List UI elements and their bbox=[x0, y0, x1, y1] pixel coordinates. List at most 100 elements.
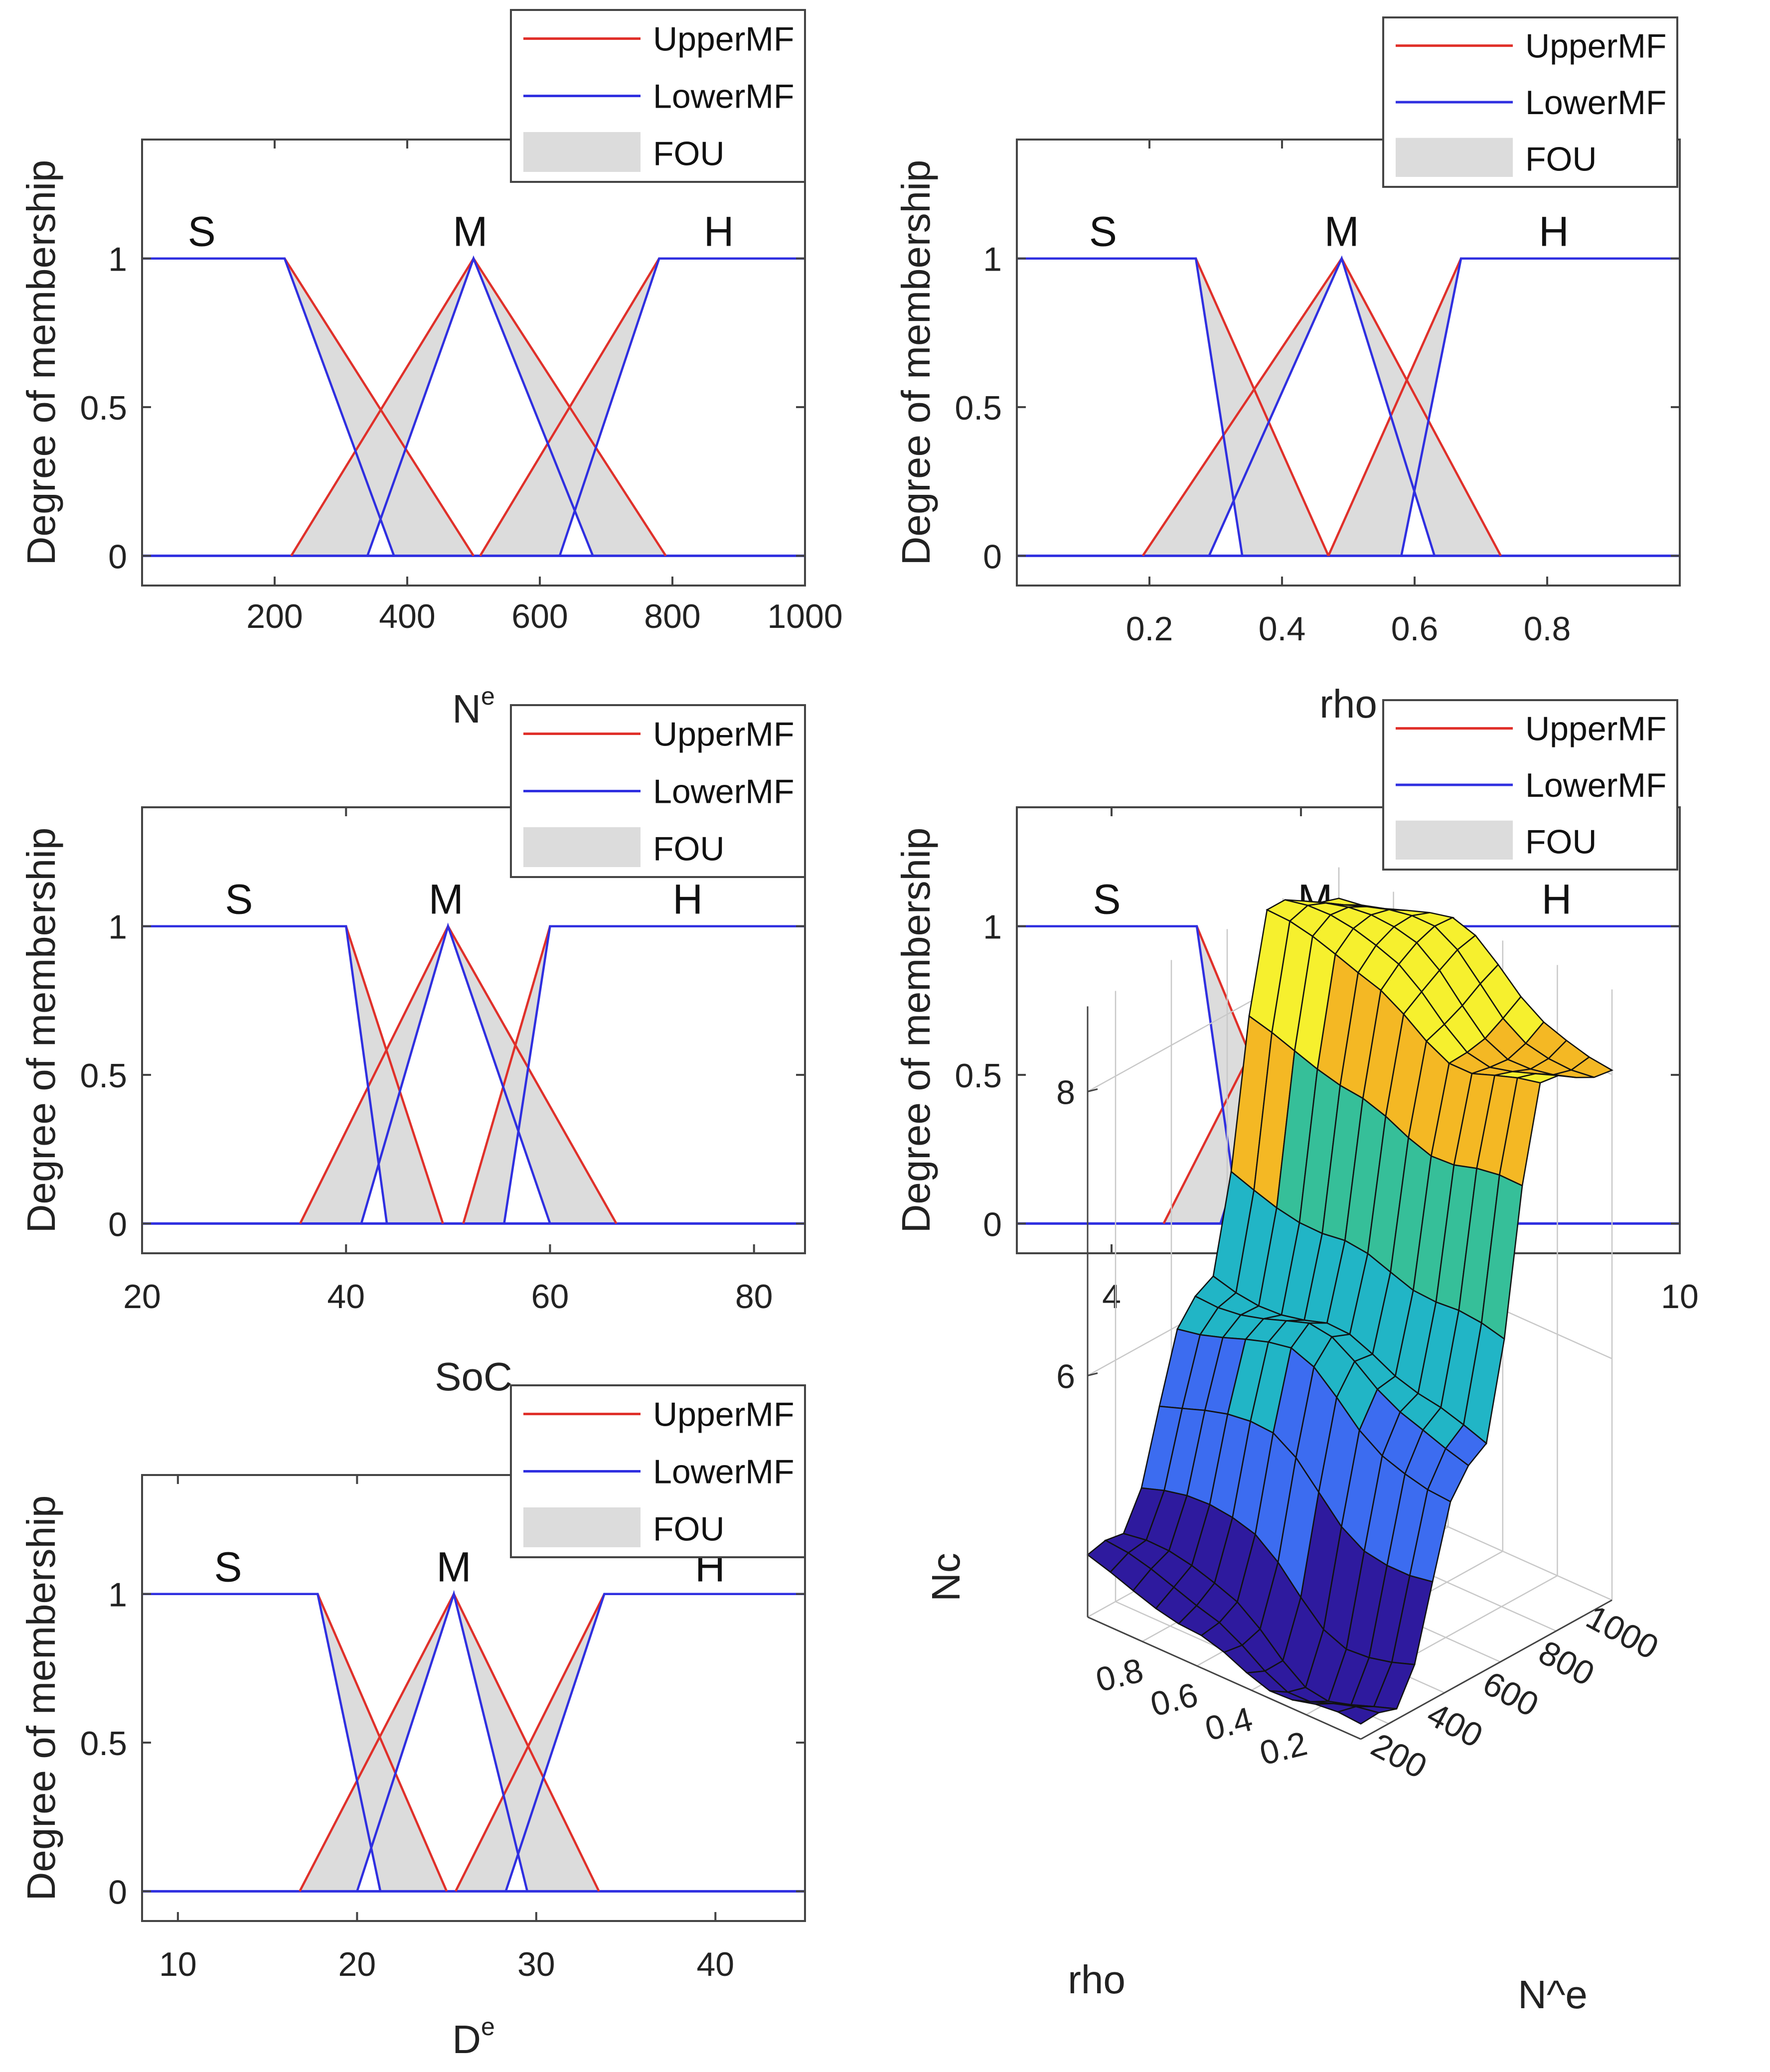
lower-mf-m bbox=[366, 255, 594, 557]
y-tick-label: 1 bbox=[983, 241, 1002, 279]
fou-region-m bbox=[1142, 258, 1501, 556]
x-axis bbox=[1360, 1599, 1612, 1740]
fou-region-h bbox=[1328, 258, 1680, 556]
y-tick-label: 0.5 bbox=[955, 389, 1002, 427]
x-tick-label: 400 bbox=[379, 597, 435, 635]
x-tick-label: 20 bbox=[123, 1278, 161, 1316]
legend-label-fou: FOU bbox=[1525, 140, 1597, 178]
y-tick-label: 1 bbox=[983, 908, 1002, 946]
legend-swatch-fou bbox=[1396, 820, 1513, 860]
fou-region-h bbox=[463, 926, 805, 1224]
legend-label-lowermf: LowerMF bbox=[653, 773, 794, 811]
mf-label-h: H bbox=[1542, 876, 1572, 923]
x-tick-label: 10 bbox=[1661, 1278, 1699, 1316]
plot-area bbox=[142, 140, 805, 586]
fou-region-h bbox=[456, 1594, 805, 1892]
mf-label-s: S bbox=[1093, 876, 1121, 923]
y-tick-label: 0 bbox=[983, 538, 1002, 576]
x-tick-label: 30 bbox=[517, 1945, 555, 1983]
y-tick-label: 0.5 bbox=[955, 1057, 1002, 1095]
y-tick-label: 0 bbox=[108, 538, 127, 576]
y-axis-label: Degree of membership bbox=[894, 160, 938, 566]
axes-box bbox=[141, 139, 806, 587]
mf-label-h: H bbox=[704, 208, 734, 255]
mf-label-m: M bbox=[436, 1544, 471, 1591]
y-tick-label: 0.5 bbox=[80, 389, 127, 427]
y-tick-label: 0.6 bbox=[1147, 1675, 1202, 1724]
x-tick-label: 0.2 bbox=[1126, 610, 1173, 648]
mf-label-m: M bbox=[429, 876, 464, 923]
x-tick-label: 10 bbox=[159, 1945, 197, 1983]
x-tick-label: 4 bbox=[1102, 1278, 1121, 1316]
lower-mf-s bbox=[142, 1593, 382, 1892]
legend-label-uppermf: UpperMF bbox=[1525, 710, 1666, 748]
axes-box bbox=[141, 1474, 806, 1922]
y-axis-label: Degree of membership bbox=[19, 160, 63, 566]
y-tick-label: 0 bbox=[108, 1205, 127, 1243]
y-axis-label: Degree of membership bbox=[19, 1495, 63, 1901]
x-axis-label: SoC bbox=[435, 1354, 512, 1399]
z-tick-label: 6 bbox=[1056, 1358, 1075, 1396]
mf-label-h: H bbox=[672, 876, 703, 923]
lower-mf-s bbox=[1017, 257, 1244, 556]
y-tick-label: 0.4 bbox=[1201, 1700, 1256, 1748]
legend-label-fou: FOU bbox=[653, 830, 725, 868]
chart-ne-membership: 0 0.5 1 200 400 600 800 1000 Degree of membershi… bbox=[19, 9, 843, 731]
y-axis bbox=[1087, 1616, 1361, 1740]
mf-label-s: S bbox=[214, 1544, 242, 1591]
y-tick-label: 0 bbox=[983, 1205, 1002, 1243]
y-tick-label: 0 bbox=[108, 1873, 127, 1911]
lower-mf-s bbox=[142, 925, 388, 1224]
y-axis-label: rho bbox=[1068, 1957, 1126, 2002]
legend-swatch-fou bbox=[1396, 138, 1513, 177]
lower-mf-m bbox=[356, 1590, 528, 1892]
lower-mf-s bbox=[1017, 925, 1241, 1224]
y-tick-label: 1 bbox=[108, 241, 127, 279]
legend-swatch-fou bbox=[523, 132, 641, 172]
x-axis-label: Ne bbox=[452, 682, 495, 731]
legend-label-uppermf: UpperMF bbox=[653, 20, 794, 58]
legend-label-lowermf: LowerMF bbox=[653, 1453, 794, 1491]
x-tick-label: 0.4 bbox=[1259, 610, 1306, 648]
y-tick-label: 1 bbox=[108, 1576, 127, 1614]
x-tick-label: 200 bbox=[246, 597, 303, 635]
chart-rho-membership: 0 0.5 1 0.2 0.4 0.6 0.8 Degree of membership rho… bbox=[894, 16, 1681, 726]
x-axis-label: N^e bbox=[1518, 1972, 1588, 2017]
x-tick-label: 80 bbox=[735, 1278, 773, 1316]
legend-label-lowermf: LowerMF bbox=[653, 78, 794, 116]
z-axis-label: Nc bbox=[924, 1553, 968, 1602]
x-axis-label: De bbox=[452, 2013, 495, 2062]
y-tick-label: 0.2 bbox=[1256, 1724, 1311, 1773]
lower-mf-s bbox=[142, 257, 395, 557]
y-axis-label: Degree of membership bbox=[19, 828, 63, 1233]
legend-label-uppermf: UpperMF bbox=[653, 1396, 794, 1434]
x-tick-label: 40 bbox=[327, 1278, 365, 1316]
legend-label-fou: FOU bbox=[653, 1510, 725, 1548]
x-tick-label: 800 bbox=[644, 597, 700, 635]
legend-label-uppermf: UpperMF bbox=[653, 716, 794, 753]
fou-region-s bbox=[1017, 258, 1329, 556]
lower-mf-h bbox=[1400, 257, 1680, 556]
legend-swatch-fou bbox=[523, 827, 641, 867]
legend-label-lowermf: LowerMF bbox=[1525, 766, 1666, 804]
lower-mf-m bbox=[360, 922, 551, 1224]
x-tick-label: 800 bbox=[1533, 1633, 1601, 1693]
lower-mf-h bbox=[504, 1593, 805, 1892]
fou-region-m bbox=[300, 926, 617, 1224]
y-axis-label: Degree of membership bbox=[894, 828, 938, 1233]
x-tick-label: 200 bbox=[1365, 1726, 1433, 1786]
x-tick-label: 600 bbox=[511, 597, 568, 635]
y-tick-label: 0.8 bbox=[1092, 1651, 1147, 1699]
y-tick-label: 0.5 bbox=[80, 1725, 127, 1763]
y-tick-label: 1 bbox=[108, 908, 127, 946]
mf-label-m: M bbox=[453, 208, 487, 255]
x-tick-label: 600 bbox=[1477, 1664, 1545, 1724]
x-axis-label-superscript: e bbox=[481, 2013, 495, 2041]
x-tick-label: 0.6 bbox=[1391, 610, 1439, 648]
legend-label-fou: FOU bbox=[1525, 823, 1597, 861]
axes-box bbox=[141, 806, 806, 1254]
mf-label-h: H bbox=[1539, 208, 1569, 255]
